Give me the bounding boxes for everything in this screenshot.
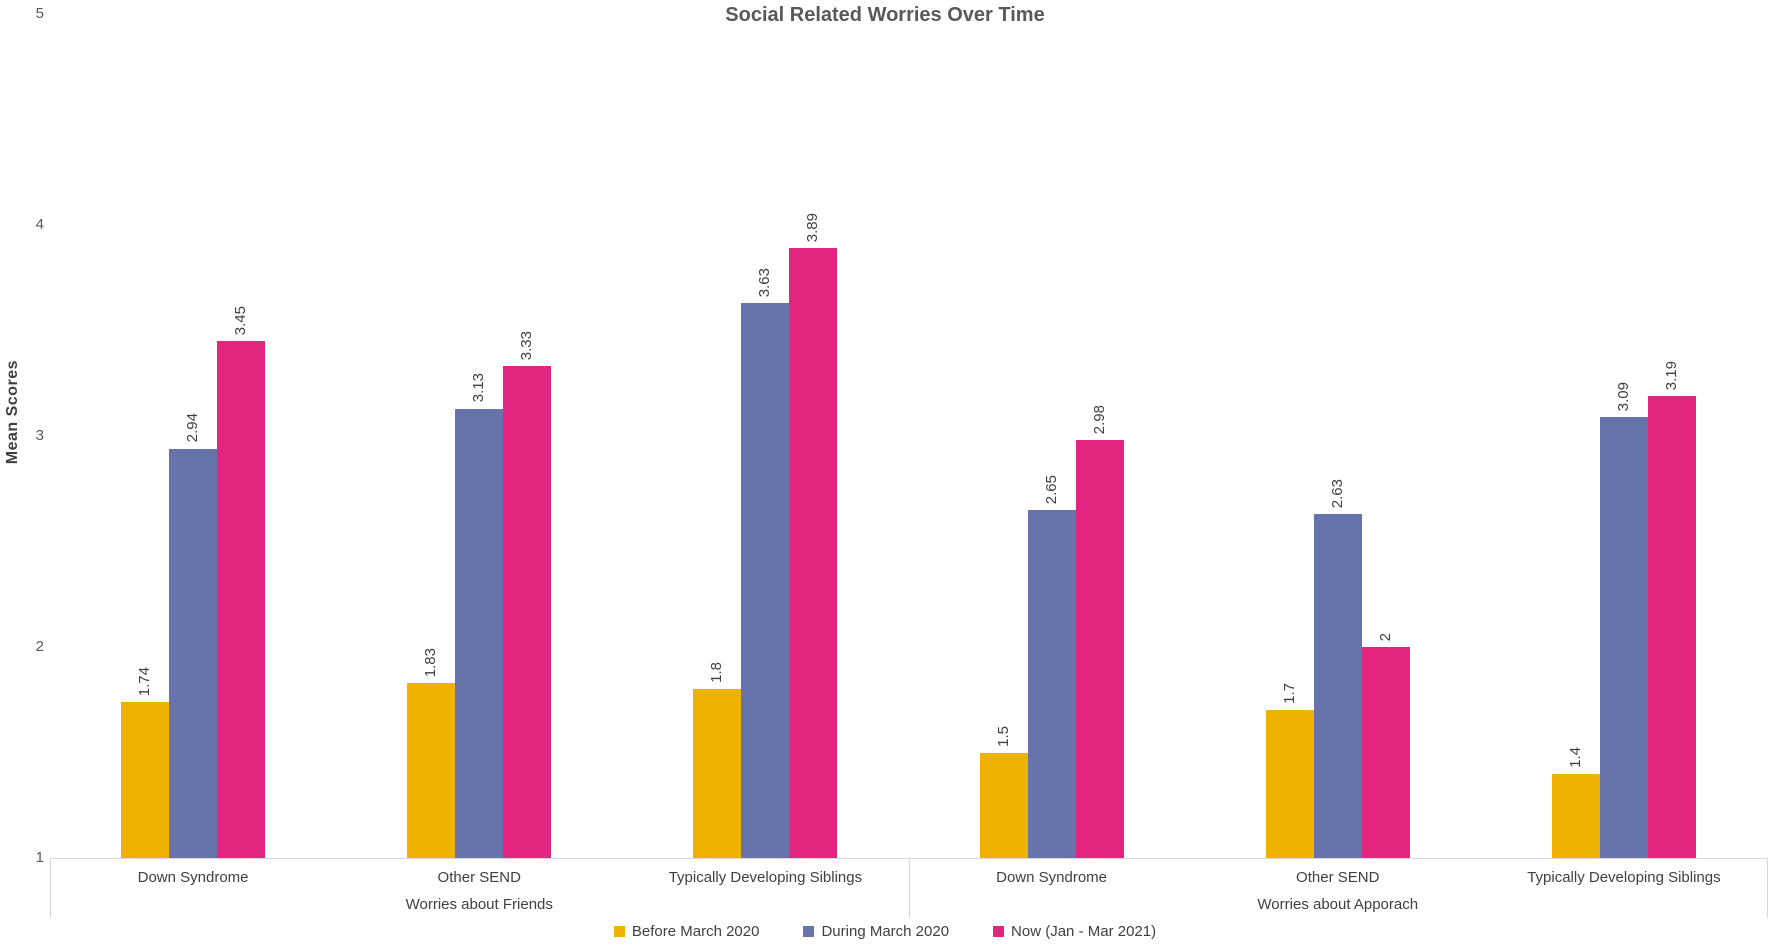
bar-value-label: 2.98 bbox=[1090, 405, 1108, 435]
bar-value-label: 3.63 bbox=[756, 267, 774, 298]
bar bbox=[1265, 710, 1314, 858]
section-divider bbox=[1767, 858, 1768, 918]
y-tick-label: 2 bbox=[35, 638, 44, 655]
legend-item: During March 2020 bbox=[803, 923, 949, 940]
bar-value-label: 3.19 bbox=[1662, 360, 1680, 390]
bar bbox=[693, 689, 742, 858]
y-tick-label: 5 bbox=[35, 5, 44, 22]
bar-value-label: 1.4 bbox=[1566, 746, 1584, 768]
bar-value-label: 3.33 bbox=[518, 331, 536, 361]
bar-value-label: 3.45 bbox=[232, 305, 250, 336]
group-label: Down Syndrome bbox=[137, 868, 249, 886]
chart-title: Social Related Worries Over Time bbox=[725, 4, 1045, 26]
legend-item: Now (Jan - Mar 2021) bbox=[993, 923, 1156, 940]
bar-value-label: 1.74 bbox=[136, 666, 154, 696]
group-label: Other SEND bbox=[437, 868, 521, 886]
group-label: Other SEND bbox=[1296, 868, 1380, 886]
bar-value-label: 2.65 bbox=[1042, 474, 1060, 504]
bar bbox=[1027, 509, 1076, 858]
bar bbox=[217, 341, 266, 858]
section-label: Worries about Friends bbox=[405, 895, 553, 913]
bar bbox=[741, 303, 790, 858]
bar bbox=[1647, 395, 1696, 858]
legend-marker bbox=[803, 925, 815, 937]
section-label: Worries about Apporach bbox=[1257, 895, 1419, 913]
bar-value-label: 1.7 bbox=[1280, 683, 1298, 705]
bar bbox=[503, 366, 552, 858]
bar bbox=[169, 448, 218, 858]
bar-value-label: 1.8 bbox=[708, 662, 726, 684]
bar-value-label: 3.13 bbox=[470, 373, 488, 403]
bar bbox=[455, 408, 504, 858]
legend-label: During March 2020 bbox=[821, 922, 950, 940]
y-tick-label: 4 bbox=[35, 216, 44, 233]
section-divider bbox=[50, 858, 51, 918]
legend-marker bbox=[613, 925, 625, 937]
bar bbox=[1599, 417, 1648, 858]
legend-label: Now (Jan - Mar 2021) bbox=[1011, 922, 1157, 940]
legend-label: Before March 2020 bbox=[631, 922, 760, 940]
bar bbox=[1551, 773, 1600, 858]
section-divider bbox=[908, 858, 910, 918]
bar-value-label: 2.94 bbox=[184, 413, 202, 443]
y-tick-label: 1 bbox=[35, 849, 44, 866]
legend-item: Before March 2020 bbox=[613, 922, 760, 940]
bar bbox=[979, 752, 1028, 858]
y-tick-label: 3 bbox=[35, 427, 44, 444]
legend-marker bbox=[993, 925, 1005, 937]
bar-value-label: 3.89 bbox=[804, 213, 822, 243]
group-label: Typically Developing Siblings bbox=[668, 868, 863, 886]
y-axis-title: Mean Scores bbox=[4, 360, 21, 465]
bar bbox=[1313, 514, 1362, 858]
bar-value-label: 1.83 bbox=[422, 647, 440, 677]
bar bbox=[121, 701, 170, 858]
bar-value-label: 2.63 bbox=[1328, 478, 1346, 509]
group-label: Down Syndrome bbox=[996, 868, 1108, 886]
bar bbox=[1361, 647, 1410, 858]
group-label: Typically Developing Siblings bbox=[1527, 868, 1721, 886]
bar-value-label: 2 bbox=[1376, 632, 1394, 641]
bar-value-label: 3.09 bbox=[1614, 381, 1632, 412]
legend: Before March 2020 During March 2020 Now (J… bbox=[0, 918, 1770, 944]
bar bbox=[789, 248, 838, 858]
bar-value-label: 1.5 bbox=[994, 725, 1012, 747]
bar bbox=[407, 682, 456, 858]
bar bbox=[1075, 440, 1124, 858]
